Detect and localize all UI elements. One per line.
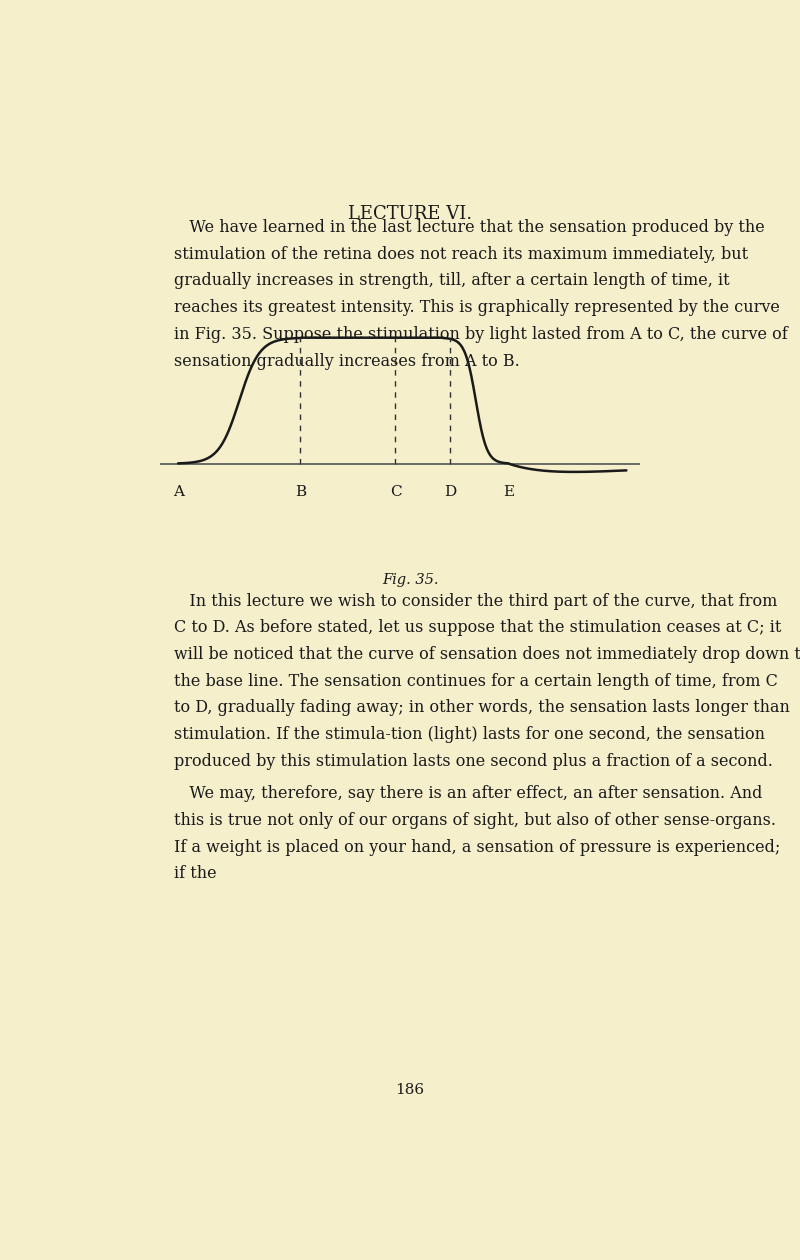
Text: if the: if the [174,866,217,882]
Text: LECTURE VI.: LECTURE VI. [348,204,472,223]
Text: will be noticed that the curve of sensation does not immediately drop down to: will be noticed that the curve of sensat… [174,646,800,663]
Text: B: B [295,485,306,499]
Text: in Fig. 35. Suppose the stimulation by light lasted from A to C, the curve of: in Fig. 35. Suppose the stimulation by l… [174,326,788,343]
Text: stimulation. If the stimula-tion (light) lasts for one second, the sensation: stimulation. If the stimula-tion (light)… [174,726,766,743]
Text: produced by this stimulation lasts one second plus a fraction of a second.: produced by this stimulation lasts one s… [174,752,774,770]
Text: We have learned in the last lecture that the sensation produced by the: We have learned in the last lecture that… [174,219,765,236]
Text: E: E [503,485,514,499]
Text: Fig. 35.: Fig. 35. [382,573,438,587]
Text: C: C [390,485,402,499]
Text: this is true not only of our organs of sight, but also of other sense-organs.: this is true not only of our organs of s… [174,811,776,829]
Text: the base line. The sensation continues for a certain length of time, from C: the base line. The sensation continues f… [174,673,778,689]
Text: In this lecture we wish to consider the third part of the curve, that from: In this lecture we wish to consider the … [174,592,778,610]
Text: reaches its greatest intensity. This is graphically represented by the curve: reaches its greatest intensity. This is … [174,299,780,316]
Text: sensation gradually increases from A to B.: sensation gradually increases from A to … [174,353,520,369]
Text: A: A [173,485,184,499]
Text: If a weight is placed on your hand, a sensation of pressure is experienced;: If a weight is placed on your hand, a se… [174,839,781,856]
Text: gradually increases in strength, till, after a certain length of time, it: gradually increases in strength, till, a… [174,272,730,290]
Text: C to D. As before stated, let us suppose that the stimulation ceases at C; it: C to D. As before stated, let us suppose… [174,620,782,636]
Text: to D, gradually fading away; in other words, the sensation lasts longer than: to D, gradually fading away; in other wo… [174,699,790,717]
Text: 186: 186 [395,1084,425,1097]
Text: stimulation of the retina does not reach its maximum immediately, but: stimulation of the retina does not reach… [174,246,749,263]
Text: D: D [444,485,456,499]
Text: We may, therefore, say there is an after effect, an after sensation. And: We may, therefore, say there is an after… [174,785,762,803]
